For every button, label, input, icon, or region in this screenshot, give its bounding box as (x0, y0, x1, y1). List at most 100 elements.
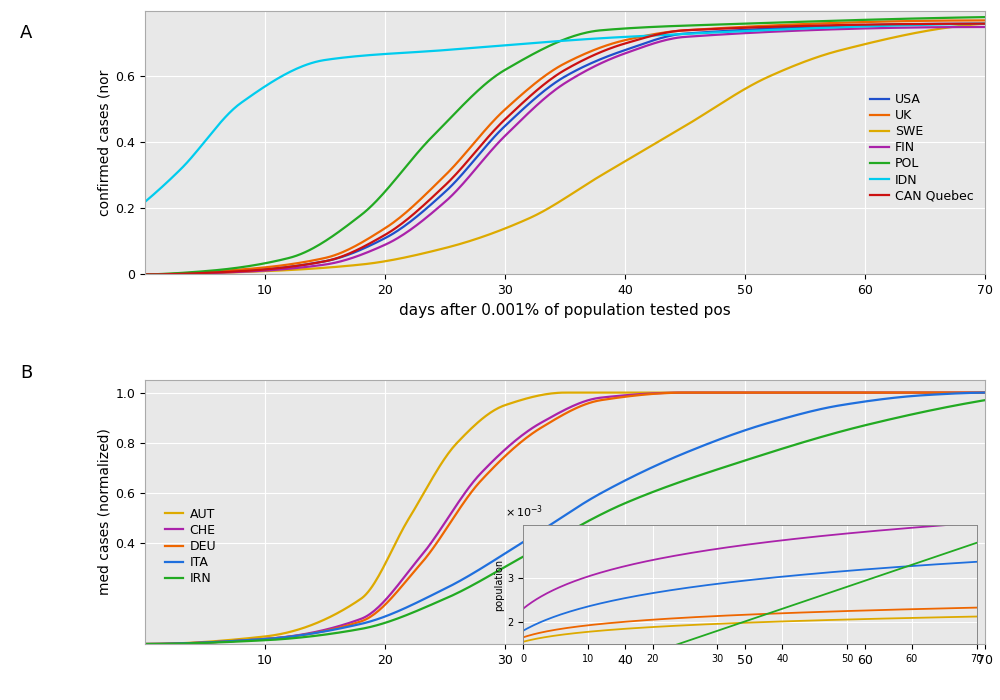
IDN (240, 95, 252, 104)
Text: B: B (20, 364, 32, 382)
SWE (667, 129, 679, 137)
Legend: USA, UK, SWE, FIN, POL, IDN, CAN Quebec: USA, UK, SWE, FIN, POL, IDN, CAN Quebec (865, 88, 979, 208)
IDN (979, 20, 991, 28)
AUT (139, 640, 151, 648)
POL (139, 270, 151, 279)
FIN (413, 219, 425, 228)
CHE (472, 473, 484, 481)
ITA (240, 636, 252, 645)
CHE (240, 636, 252, 645)
Line: USA: USA (145, 24, 985, 274)
SWE (745, 81, 757, 90)
AUT (670, 389, 682, 397)
DEU (472, 480, 484, 489)
SWE (750, 79, 762, 88)
IDN (667, 30, 679, 38)
POL (667, 22, 679, 30)
UK (240, 265, 252, 273)
DEU (752, 389, 764, 397)
Line: IRN: IRN (145, 400, 985, 644)
IDN (413, 48, 425, 56)
POL (745, 20, 757, 28)
CHE (752, 389, 764, 397)
DEU (747, 389, 759, 397)
USA (240, 267, 252, 275)
CAN Quebec (413, 206, 425, 214)
IRN (745, 454, 757, 463)
UK (750, 22, 762, 30)
FIN (750, 29, 762, 37)
IRN (139, 640, 151, 648)
IRN (413, 606, 425, 615)
ITA (139, 640, 151, 648)
DEU (139, 640, 151, 648)
ITA (413, 598, 425, 606)
AUT (752, 389, 764, 397)
ITA (750, 423, 762, 431)
IRN (472, 578, 484, 587)
IRN (750, 453, 762, 461)
Y-axis label: confirmed cases (nor: confirmed cases (nor (97, 69, 111, 216)
AUT (472, 419, 484, 427)
USA (139, 270, 151, 279)
CAN Quebec (750, 23, 762, 32)
FIN (240, 267, 252, 276)
USA (745, 25, 757, 34)
Legend: AUT, CHE, DEU, ITA, IRN: AUT, CHE, DEU, ITA, IRN (160, 503, 221, 590)
CAN Quebec (667, 27, 679, 36)
POL (979, 13, 991, 21)
AUT (979, 389, 991, 397)
Line: SWE: SWE (145, 24, 985, 274)
USA (667, 31, 679, 39)
FIN (139, 270, 151, 279)
AUT (560, 389, 572, 397)
AUT (240, 634, 252, 643)
DEU (979, 389, 991, 397)
SWE (979, 20, 991, 28)
IRN (979, 396, 991, 405)
UK (667, 27, 679, 36)
Line: CHE: CHE (145, 393, 985, 644)
CHE (680, 389, 692, 397)
SWE (139, 270, 151, 279)
X-axis label: days after 0.001% of population tested pos: days after 0.001% of population tested p… (399, 302, 731, 318)
UK (472, 134, 484, 143)
USA (472, 152, 484, 160)
Y-axis label: med cases (normalized): med cases (normalized) (97, 428, 111, 596)
USA (979, 20, 991, 28)
IDN (750, 27, 762, 35)
Line: ITA: ITA (145, 393, 985, 644)
CHE (979, 389, 991, 397)
IDN (745, 27, 757, 35)
Line: POL: POL (145, 17, 985, 274)
UK (139, 270, 151, 279)
Line: UK: UK (145, 20, 985, 274)
UK (745, 22, 757, 31)
CHE (413, 554, 425, 563)
DEU (667, 389, 679, 397)
DEU (680, 389, 692, 397)
FIN (979, 23, 991, 32)
POL (472, 87, 484, 95)
ITA (745, 424, 757, 433)
CHE (747, 389, 759, 397)
Line: FIN: FIN (145, 27, 985, 274)
USA (413, 211, 425, 219)
Line: AUT: AUT (145, 393, 985, 644)
AUT (413, 498, 425, 506)
ITA (667, 454, 679, 462)
SWE (472, 234, 484, 243)
FIN (667, 34, 679, 43)
Line: DEU: DEU (145, 393, 985, 644)
CHE (139, 640, 151, 648)
CAN Quebec (745, 23, 757, 32)
AUT (747, 389, 759, 397)
POL (750, 19, 762, 27)
POL (240, 262, 252, 271)
FIN (472, 162, 484, 171)
ITA (472, 566, 484, 575)
IDN (139, 197, 151, 206)
CAN Quebec (472, 145, 484, 153)
UK (979, 16, 991, 25)
IDN (472, 43, 484, 52)
